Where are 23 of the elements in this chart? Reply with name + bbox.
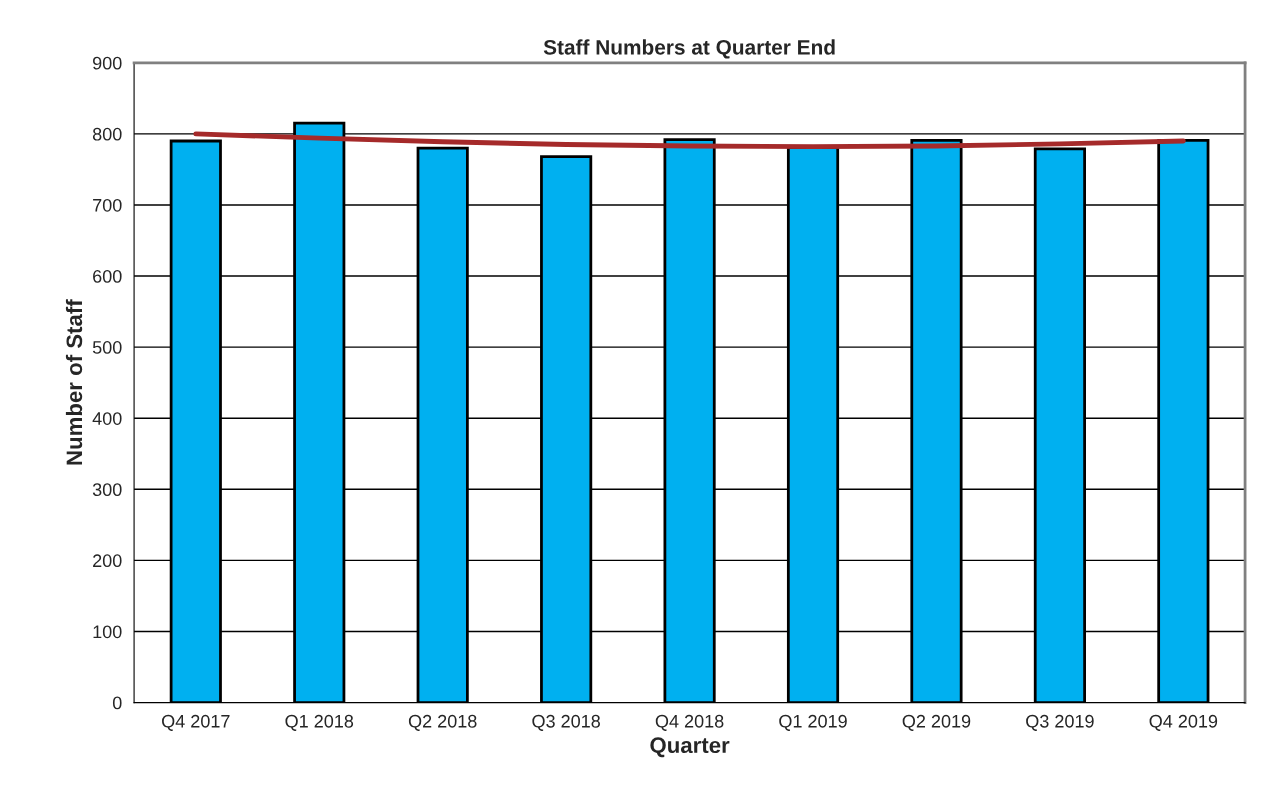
x-tick-label: Q3 2018 bbox=[532, 714, 600, 731]
y-tick-label: 400 bbox=[92, 412, 122, 425]
x-tick-label: Q1 2018 bbox=[285, 714, 354, 731]
y-axis-title: Number of Staff bbox=[65, 299, 83, 465]
x-tick-label: Q4 2019 bbox=[1149, 714, 1218, 731]
x-tick-label: Q4 2017 bbox=[162, 714, 230, 731]
y-tick-label: 100 bbox=[93, 625, 122, 639]
x-tick-label: Q1 2019 bbox=[779, 714, 847, 731]
x-tick-label: Q3 2019 bbox=[1026, 714, 1094, 731]
x-axis-title: Quarter bbox=[650, 737, 730, 758]
y-tick-label: 500 bbox=[92, 341, 122, 354]
y-tick-label: 300 bbox=[92, 483, 122, 497]
x-tick-label: Q4 2018 bbox=[655, 714, 724, 731]
y-tick-label: 900 bbox=[93, 56, 122, 70]
y-tick-label: 800 bbox=[92, 127, 122, 141]
x-tick-label: Q2 2018 bbox=[408, 714, 477, 731]
y-tick-label: 600 bbox=[93, 269, 122, 283]
chart-title: Staff Numbers at Quarter End bbox=[543, 39, 835, 59]
y-tick-label: 200 bbox=[93, 554, 122, 568]
x-tick-label: Q2 2019 bbox=[902, 714, 971, 731]
y-tick-label: 0 bbox=[112, 696, 122, 710]
line-series bbox=[193, 131, 1186, 150]
y-tick-label: 700 bbox=[93, 198, 122, 212]
